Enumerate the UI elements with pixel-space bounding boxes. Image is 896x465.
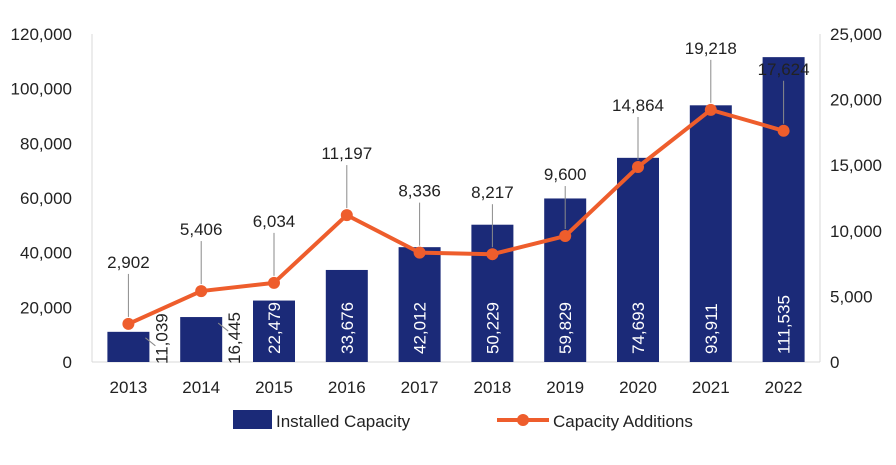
bar [471,224,514,362]
x-axis-tick-label: 2013 [109,378,147,397]
line-value-label: 8,217 [471,183,514,202]
left-axis-tick-label: 80,000 [20,134,72,153]
x-axis-tick-label: 2015 [255,378,293,397]
line-value-label: 8,336 [398,182,441,201]
bar-value-label: 93,911 [702,303,721,354]
bar-label-leader [217,322,229,332]
line-value-label: 5,406 [180,220,223,239]
left-axis-tick-label: 60,000 [20,189,72,208]
capacity-additions-labels: 2,902 5,406 6,034 11,197 8,336 8,217 9,600 14,8… [107,39,810,317]
bar-value-label: 50,229 [483,302,502,354]
bar-value-label: 22,479 [265,302,284,354]
left-axis-tick-label: 100,000 [11,80,72,99]
capacity-additions-line [122,103,790,330]
bar [689,105,732,362]
right-axis-tick-label: 10,000 [830,222,882,241]
x-axis-tick-label: 2017 [401,378,439,397]
line-value-label: 19,218 [685,39,737,58]
x-axis-tick-label: 2021 [692,378,730,397]
left-axis-tick-label: 120,000 [11,25,72,44]
line-point [195,285,208,298]
bar-value-label: 42,012 [411,302,430,354]
line-point [413,246,426,259]
bar [617,157,659,362]
legend: Installed Capacity Capacity Additions [233,410,693,431]
line-point [632,160,644,173]
right-axis-ticks: 0 5,000 10,000 15,000 20,000 25,000 [830,25,882,372]
x-axis-tick-label: 2020 [619,378,657,397]
line-point [340,209,353,222]
legend-label-capacity-additions: Capacity Additions [553,412,693,431]
x-axis-tick-label: 2016 [328,378,366,397]
line-value-label: 2,902 [107,253,150,272]
line-point [122,317,135,330]
bar-value-label: 59,829 [556,302,575,354]
bar [398,247,441,362]
legend-marker-capacity-additions [517,414,529,426]
line-path [127,107,785,326]
bar [180,317,223,362]
bar-value-label: 111,535 [775,295,794,354]
bar-value-label: 11,039 [152,313,171,364]
bar [253,300,295,362]
right-axis-tick-label: 0 [830,353,839,372]
right-axis-tick-label: 20,000 [830,91,882,110]
left-axis-tick-label: 40,000 [20,244,72,263]
line-point [268,276,280,289]
line-point [704,103,717,116]
line-point [559,230,572,243]
x-axis-tick-label: 2018 [473,378,511,397]
legend-swatch-installed-capacity [233,410,272,429]
x-axis-tick-label: 2022 [765,378,803,397]
left-axis-ticks: 0 20,000 40,000 60,000 80,000 100,000 120,000 [11,25,72,372]
bar [325,269,368,362]
left-axis-tick-label: 20,000 [20,298,72,317]
line-point [486,248,499,261]
x-axis-labels: 2013 2014 2015 2016 2017 2018 2019 2020 2021 2022 [109,378,802,397]
bar [107,331,150,362]
bar-value-label: 33,676 [338,302,357,354]
x-axis-tick-label: 2014 [182,378,220,397]
legend-label-installed-capacity: Installed Capacity [276,412,411,431]
right-axis-tick-label: 25,000 [830,25,882,44]
installed-capacity-bars [107,57,805,362]
line-value-label: 14,864 [612,96,664,115]
line-value-label: 17,624 [758,60,810,79]
bar-value-label: 74,693 [629,302,648,354]
line-value-label: 6,034 [253,212,296,231]
x-axis-tick-label: 2019 [546,378,584,397]
bar-value-label: 16,445 [225,312,244,364]
line-value-label: 11,197 [321,144,372,163]
right-axis-tick-label: 15,000 [830,156,882,175]
line-value-label: 9,600 [544,165,587,184]
installed-capacity-labels: 11,039 16,445 22,479 33,676 42,012 50,229 59,8… [145,295,794,364]
bar-label-leader [145,337,156,347]
right-axis-tick-label: 5,000 [830,287,873,306]
left-axis-tick-label: 0 [63,353,72,372]
line-point [777,124,790,137]
